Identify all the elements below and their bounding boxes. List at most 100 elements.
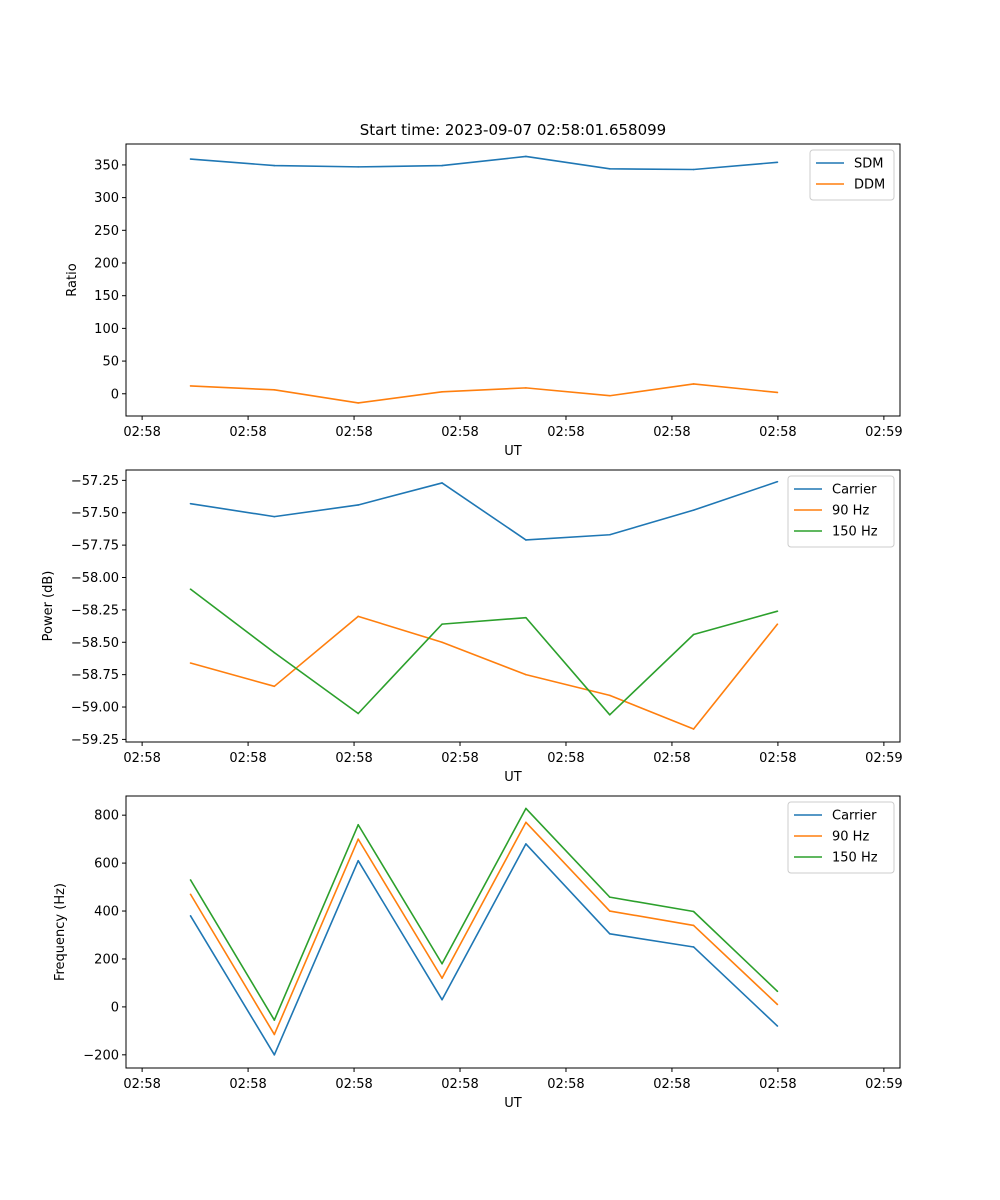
data-point bbox=[525, 539, 527, 541]
x-tick-label: 02:58 bbox=[759, 425, 796, 440]
data-point bbox=[525, 807, 527, 810]
legend-label: DDM bbox=[854, 178, 885, 193]
data-point bbox=[692, 168, 695, 171]
data-point bbox=[525, 387, 527, 389]
data-point bbox=[525, 821, 527, 824]
x-tick-label: 02:58 bbox=[653, 1077, 690, 1092]
data-point bbox=[357, 859, 360, 862]
y-tick-label: 200 bbox=[94, 257, 119, 272]
x-tick-label: 02:58 bbox=[229, 751, 266, 766]
data-point bbox=[441, 623, 443, 625]
legend-label: Carrier bbox=[832, 809, 877, 824]
y-tick-label: −57.25 bbox=[71, 474, 119, 489]
series-line-90-hz bbox=[189, 821, 778, 1036]
x-tick-label: 02:58 bbox=[653, 425, 690, 440]
data-point bbox=[776, 1025, 779, 1027]
data-point bbox=[776, 480, 779, 483]
x-axis-label: UT bbox=[504, 444, 522, 459]
y-tick-label: 50 bbox=[102, 355, 119, 370]
x-tick-label: 02:58 bbox=[335, 1077, 372, 1092]
data-point bbox=[608, 533, 611, 536]
series-line-150-hz bbox=[190, 588, 778, 716]
data-point bbox=[692, 728, 695, 730]
data-point bbox=[525, 155, 527, 158]
y-axis-label: Frequency (Hz) bbox=[53, 883, 68, 981]
y-tick-label: −57.50 bbox=[71, 506, 119, 521]
data-point bbox=[357, 712, 360, 715]
x-tick-label: 02:58 bbox=[441, 425, 478, 440]
x-tick-label: 02:59 bbox=[865, 751, 902, 766]
y-tick-label: −59.00 bbox=[71, 701, 119, 716]
x-tick-label: 02:58 bbox=[547, 751, 584, 766]
x-tick-label: 02:58 bbox=[335, 425, 372, 440]
legend-label: SDM bbox=[854, 157, 883, 172]
y-tick-label: 0 bbox=[111, 1000, 119, 1015]
data-point bbox=[189, 158, 192, 160]
data-point bbox=[273, 1019, 276, 1021]
y-tick-label: 100 bbox=[94, 322, 119, 337]
data-point bbox=[273, 1033, 276, 1036]
legend: SDM DDM bbox=[809, 149, 895, 201]
data-point bbox=[776, 990, 779, 993]
data-point bbox=[273, 1054, 276, 1056]
y-tick-label: 200 bbox=[94, 952, 119, 967]
data-point bbox=[441, 391, 443, 393]
data-point bbox=[189, 662, 192, 664]
y-tick-label: 250 bbox=[94, 224, 119, 239]
data-point bbox=[357, 166, 360, 168]
data-point bbox=[776, 610, 779, 612]
x-tick-label: 02:58 bbox=[229, 425, 266, 440]
chart-panels: Start time: 2023-09-07 02:58:01.658099 0 5… bbox=[41, 121, 903, 1111]
y-tick-label: −59.25 bbox=[71, 733, 119, 748]
plot-frame bbox=[125, 143, 901, 417]
y-tick-label: −58.25 bbox=[71, 603, 119, 618]
plot-frame bbox=[125, 795, 901, 1069]
data-point bbox=[608, 694, 611, 697]
chart-panel-2: −57.25 −57.50 −57.75 −58.00 −58.25 −58.50 −58.… bbox=[41, 469, 903, 785]
data-point bbox=[357, 615, 360, 618]
y-tick-label: −200 bbox=[83, 1048, 119, 1063]
x-tick-label: 02:58 bbox=[123, 751, 160, 766]
series-line-ddm bbox=[190, 383, 778, 404]
data-point bbox=[525, 843, 527, 845]
data-point bbox=[441, 962, 443, 965]
series-line-carrier bbox=[189, 843, 778, 1056]
data-point bbox=[273, 164, 276, 167]
data-point bbox=[608, 168, 611, 170]
data-point bbox=[692, 924, 695, 927]
x-tick-label: 02:58 bbox=[441, 751, 478, 766]
y-axis-label: Power (dB) bbox=[41, 571, 56, 642]
y-tick-label: 0 bbox=[111, 387, 119, 402]
x-axis-label: UT bbox=[504, 1096, 522, 1111]
series-line-150-hz bbox=[189, 807, 779, 1021]
legend-box bbox=[787, 475, 895, 548]
data-point bbox=[776, 391, 779, 394]
legend-label: 150 Hz bbox=[832, 525, 878, 540]
data-point bbox=[441, 641, 443, 644]
data-point bbox=[189, 502, 192, 505]
data-point bbox=[692, 509, 695, 511]
x-tick-label: 02:58 bbox=[759, 751, 796, 766]
data-point bbox=[608, 932, 611, 935]
legend: Carrier 90 Hz 150 Hz bbox=[787, 475, 895, 548]
data-point bbox=[273, 389, 276, 391]
legend-label: 90 Hz bbox=[832, 830, 869, 845]
x-tick-label: 02:58 bbox=[335, 751, 372, 766]
data-point bbox=[189, 385, 192, 387]
legend-label: Carrier bbox=[832, 483, 877, 498]
data-point bbox=[189, 588, 192, 590]
data-point bbox=[273, 685, 276, 688]
legend-box bbox=[787, 801, 895, 874]
legend-label: 150 Hz bbox=[832, 851, 878, 866]
data-point bbox=[357, 402, 360, 404]
chart-panel-1: Start time: 2023-09-07 02:58:01.658099 0 5… bbox=[65, 121, 903, 459]
data-point bbox=[692, 910, 695, 913]
x-tick-label: 02:58 bbox=[229, 1077, 266, 1092]
y-tick-label: −58.00 bbox=[71, 571, 119, 586]
data-point bbox=[608, 910, 611, 912]
data-point bbox=[776, 161, 779, 164]
data-point bbox=[692, 946, 695, 948]
y-tick-label: 400 bbox=[94, 905, 119, 920]
x-tick-label: 02:59 bbox=[865, 1077, 902, 1092]
data-point bbox=[273, 651, 276, 654]
